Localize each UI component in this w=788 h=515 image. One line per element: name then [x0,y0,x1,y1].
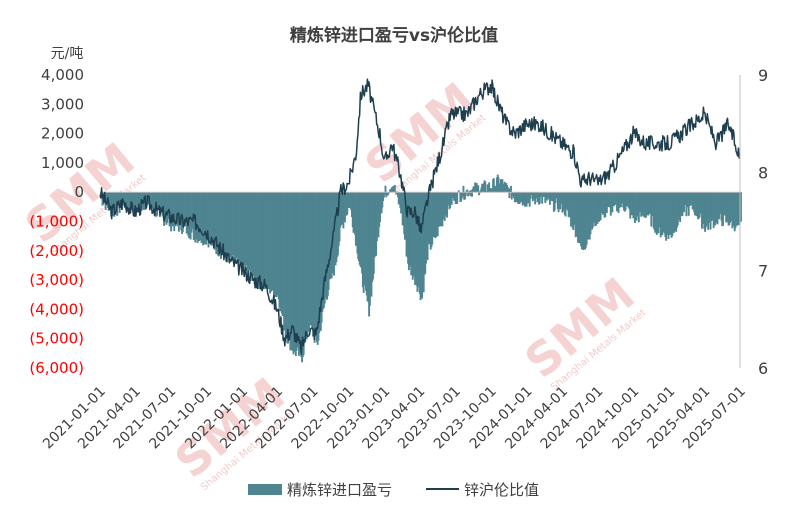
area-bar [488,182,491,193]
legend-label-area: 精炼锌进口盈亏 [287,481,392,499]
left-tick-label: 2,000 [41,125,84,143]
left-tick-label: 1,000 [41,154,84,172]
area-bar [467,192,470,195]
area-bar [471,192,473,197]
right-tick-label: 8 [758,164,768,183]
area-bar [619,192,622,208]
area-bar [508,192,511,199]
area-bar [462,185,465,193]
ratio-line [99,78,741,356]
left-tick-label: (6,000) [29,359,84,377]
area-bar [549,192,551,205]
area-bar [389,189,392,193]
area-bar [387,192,390,194]
left-tick-label: 0 [74,183,84,201]
area-bar [484,181,487,193]
area-bar [469,192,472,197]
area-bar [485,191,487,193]
area-bar [534,192,537,205]
area-bar [474,182,477,193]
area-bar [477,185,480,193]
area-bar [510,192,513,200]
chart-title: 精炼锌进口盈亏vs沪伦比值 [290,25,498,46]
area-bar [453,192,456,201]
area-bar [529,192,532,199]
left-tick-label: (2,000) [29,242,84,260]
left-tick-label: (4,000) [29,300,84,318]
area-bar [530,192,533,196]
area-bar [392,185,395,193]
area-bar [557,192,560,213]
area-bar [466,189,469,193]
area-bar [395,192,398,195]
left-tick-label: (1,000) [29,213,84,231]
area-bar [528,192,531,207]
area-bar [124,192,127,210]
left-tick-label: (5,000) [29,330,84,348]
area-bar [461,192,464,197]
right-tick-label: 9 [758,66,768,85]
area-bar [492,178,495,193]
legend-label-line: 锌沪伦比值 [464,481,539,499]
area-bar [467,192,470,197]
left-tick-label: 4,000 [41,66,84,84]
area-bar [486,184,489,193]
area-bar [468,190,471,193]
area-bar [457,190,460,193]
series-line [99,78,741,356]
area-bar [521,192,524,206]
left-tick-label: 3,000 [41,95,84,113]
left-axis-ticks: 4,000 3,000 2,000 1,000 0 (1,000) (2,000) (3,00… [29,66,84,377]
area-bar [541,192,544,204]
area-bar [687,192,690,216]
area-bar [132,192,135,215]
area-bar [385,192,388,198]
area-bar [497,177,500,193]
area-bar [384,185,387,193]
area-bar [382,192,385,198]
area-bar [456,192,459,205]
area-bar [464,192,467,196]
area-bar [478,192,480,196]
area-bar [510,185,512,193]
area-bar [507,189,510,193]
right-tick-label: 7 [758,261,768,280]
right-axis-ticks: 9 8 7 6 [758,66,768,378]
area-bar [393,185,396,193]
area-bar [386,192,389,196]
legend-swatch-area [248,484,282,495]
x-axis-ticks: 2021-01-012021-04-012021-07-012021-10-01… [40,384,749,453]
left-axis-unit: 元/吨 [51,46,84,62]
area-bar [450,192,453,205]
legend: 精炼锌进口盈亏 锌沪伦比值 [248,481,539,499]
area-bar [383,192,386,195]
left-tick-label: (3,000) [29,271,84,289]
area-bar [502,183,505,193]
area-bar [449,192,452,208]
area-bar [478,192,481,194]
right-tick-label: 6 [758,359,768,378]
area-bar [446,192,449,218]
series-bars [100,174,742,363]
area-bar [740,192,742,222]
area-bar [470,190,473,193]
area-bar [538,192,541,204]
